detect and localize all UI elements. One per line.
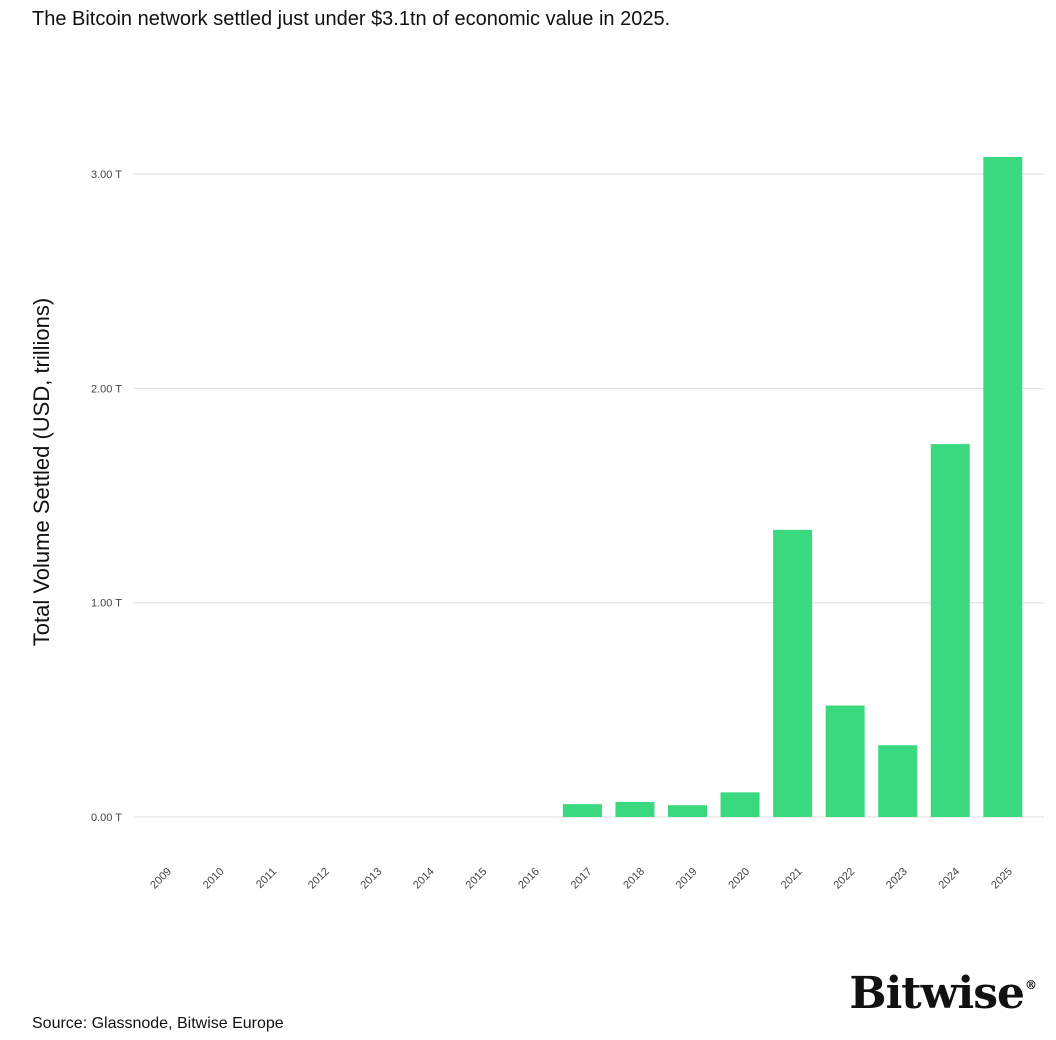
x-tick-label: 2017	[569, 866, 595, 892]
x-tick-label: 2015	[464, 866, 490, 892]
chart-title: The Bitcoin network settled just under $…	[32, 8, 671, 30]
x-tick-label: 2024	[937, 866, 963, 892]
x-tick-label: 2020	[726, 866, 752, 892]
x-tick-label: 2010	[201, 866, 227, 892]
x-tick-label: 2021	[779, 866, 805, 892]
bar-2023	[878, 745, 918, 817]
bar-2022	[825, 705, 865, 817]
y-axis-ticks: 0.00 T 1.00 T 2.00 T 3.00 T	[91, 169, 122, 824]
y-tick-label: 0.00 T	[91, 812, 122, 824]
bar-2017	[562, 804, 602, 817]
x-tick-label: 2023	[884, 866, 910, 892]
bar-2025	[983, 156, 1023, 817]
x-tick-label: 2009	[148, 866, 174, 892]
x-tick-label: 2012	[306, 866, 332, 892]
y-tick-label: 2.00 T	[91, 383, 122, 395]
bar-2024	[930, 444, 970, 817]
registered-mark: ®	[1025, 978, 1037, 992]
x-tick-label: 2011	[254, 866, 279, 891]
bar-chart: 0.00 T 1.00 T 2.00 T 3.00 T 2009 2010 2011 201…	[91, 156, 1044, 892]
logo-text: Bitwise	[849, 968, 1025, 1019]
bitwise-logo: Bitwise®	[849, 968, 1037, 1019]
x-tick-label: 2019	[674, 866, 700, 892]
x-tick-label: 2025	[989, 866, 1015, 892]
x-axis-ticks: 2009 2010 2011 2012 2013 2014 2015 2016 2017 2018…	[148, 866, 1015, 892]
x-tick-label: 2014	[411, 866, 437, 892]
bar-2019	[668, 805, 707, 817]
x-tick-label: 2013	[359, 866, 385, 892]
bar-2018	[615, 801, 655, 817]
y-tick-label: 3.00 T	[91, 169, 122, 181]
source-note: Source: Glassnode, Bitwise Europe	[32, 1015, 284, 1032]
x-tick-label: 2018	[621, 866, 647, 892]
bars	[562, 156, 1023, 817]
bar-2021	[773, 529, 813, 817]
gridlines	[134, 173, 1044, 818]
y-tick-label: 1.00 T	[91, 598, 122, 610]
x-tick-label: 2016	[516, 866, 542, 892]
bar-2020	[720, 792, 760, 817]
x-tick-label: 2022	[831, 866, 857, 892]
